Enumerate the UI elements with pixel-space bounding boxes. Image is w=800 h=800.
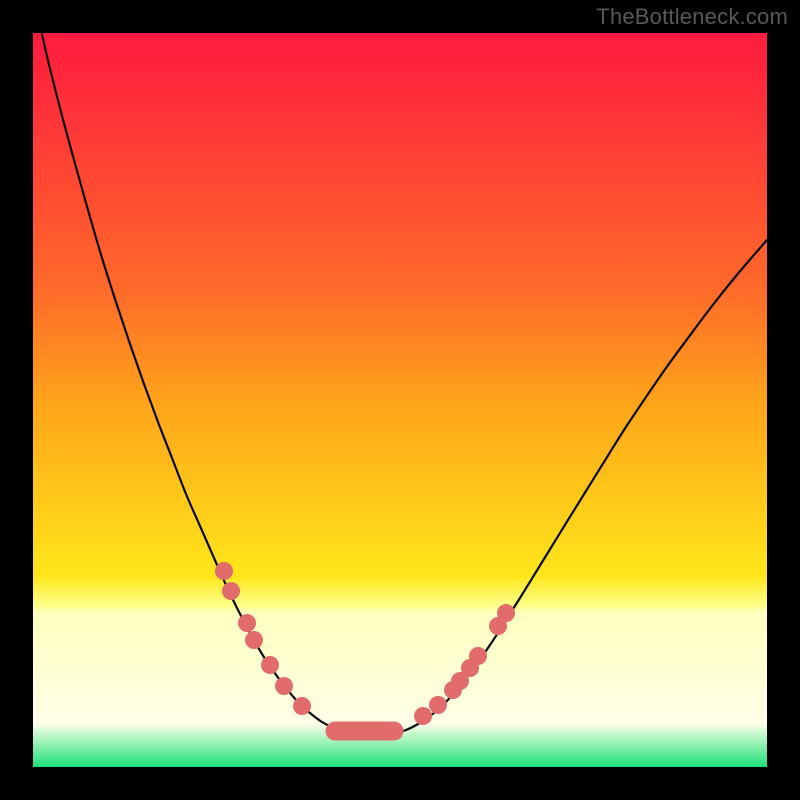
bottleneck-curve — [33, 0, 767, 734]
watermark-text: TheBottleneck.com — [596, 4, 788, 30]
data-marker — [275, 677, 293, 695]
curve-layer — [0, 0, 800, 800]
data-marker — [414, 707, 432, 725]
data-marker — [238, 614, 256, 632]
chart-stage: TheBottleneck.com — [0, 0, 800, 800]
data-marker — [245, 631, 263, 649]
data-marker — [429, 696, 447, 714]
data-marker — [222, 582, 240, 600]
data-marker — [293, 697, 311, 715]
data-marker — [469, 647, 487, 665]
data-marker — [261, 656, 279, 674]
markers — [215, 562, 515, 731]
data-marker — [215, 562, 233, 580]
data-marker — [497, 604, 515, 622]
